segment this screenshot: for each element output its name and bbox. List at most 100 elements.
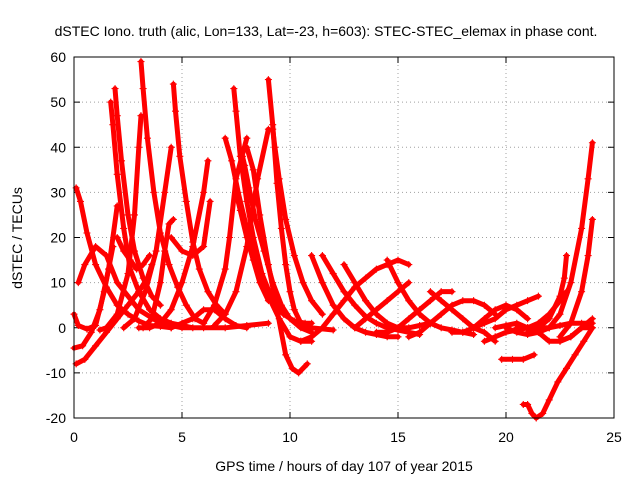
- data-point: [256, 211, 264, 219]
- chart-title: dSTEC Iono. truth (alic, Lon=133, Lat=-2…: [55, 23, 598, 39]
- data-point: [340, 297, 348, 305]
- x-tick-label: 25: [606, 429, 622, 445]
- y-tick-label: 20: [50, 230, 66, 246]
- data-series-8: [96, 112, 145, 334]
- data-point: [161, 188, 169, 196]
- data-series-11: [120, 143, 175, 332]
- data-point: [351, 301, 359, 309]
- data-point: [210, 301, 218, 309]
- series-line: [373, 289, 455, 335]
- data-point: [578, 288, 586, 296]
- y-tick-label: 50: [50, 94, 66, 110]
- data-point: [470, 297, 478, 305]
- data-point: [459, 297, 467, 305]
- data-point: [545, 315, 553, 323]
- data-point: [362, 328, 370, 336]
- data-point: [491, 306, 499, 314]
- data-point: [340, 315, 348, 323]
- data-point: [394, 333, 402, 341]
- series-line: [121, 144, 174, 331]
- data-point: [236, 206, 244, 214]
- data-point: [221, 134, 229, 142]
- data-point: [372, 328, 380, 336]
- data-point: [351, 279, 359, 287]
- data-point: [243, 134, 251, 142]
- data-series-43: [524, 252, 570, 336]
- data-point: [113, 112, 121, 120]
- data-point: [588, 139, 596, 147]
- data-point: [146, 324, 154, 332]
- data-series-17: [210, 125, 272, 329]
- data-point: [580, 337, 588, 345]
- data-point: [124, 310, 132, 318]
- data-point: [528, 409, 536, 417]
- data-point: [588, 315, 596, 323]
- data-point: [277, 224, 285, 232]
- data-point: [545, 396, 553, 404]
- data-point: [286, 288, 294, 296]
- data-point: [308, 252, 316, 260]
- data-point: [200, 188, 208, 196]
- x-tick-label: 20: [498, 429, 514, 445]
- data-point: [405, 297, 413, 305]
- data-point: [567, 319, 575, 327]
- data-point: [303, 360, 311, 368]
- data-point: [210, 321, 218, 329]
- data-point: [524, 400, 532, 408]
- series-line: [136, 158, 211, 331]
- data-point: [221, 310, 229, 318]
- data-point: [372, 319, 380, 327]
- series-line: [319, 253, 423, 337]
- data-point: [273, 306, 281, 314]
- data-point: [308, 297, 316, 305]
- data-point: [156, 319, 164, 327]
- data-point: [118, 157, 126, 165]
- data-point: [124, 301, 132, 309]
- data-point: [148, 292, 156, 300]
- data-point: [437, 324, 445, 332]
- data-point: [200, 306, 208, 314]
- data-point: [508, 355, 516, 363]
- x-tick-labels: 0 5 10 15 20 25: [70, 429, 622, 445]
- data-series-34: [426, 288, 499, 345]
- data-point: [502, 321, 510, 329]
- data-series-25: [200, 134, 251, 327]
- data-point: [556, 337, 564, 345]
- y-tick-label: 40: [50, 139, 66, 155]
- data-point: [189, 252, 197, 260]
- data-point: [113, 234, 121, 241]
- data-point: [491, 324, 499, 332]
- data-point: [143, 134, 151, 142]
- data-point: [584, 175, 592, 183]
- data-series-32: [372, 288, 456, 336]
- x-tick-label: 15: [390, 429, 406, 445]
- y-tick-label: 10: [50, 275, 66, 291]
- data-point: [437, 310, 445, 318]
- data-point: [588, 215, 596, 223]
- data-point: [437, 288, 445, 296]
- series-line: [341, 262, 433, 331]
- series-line: [201, 135, 250, 326]
- grid: [74, 57, 614, 418]
- data-point: [243, 197, 251, 205]
- y-tick-label: 30: [50, 184, 66, 200]
- data-point: [584, 252, 592, 260]
- y-tick-label: -10: [46, 365, 66, 381]
- data-point: [318, 310, 326, 318]
- series-line: [114, 235, 153, 272]
- data-series-21: [243, 143, 311, 377]
- data-point: [126, 256, 134, 264]
- data-point: [167, 306, 175, 314]
- y-tick-label: 60: [50, 49, 66, 65]
- data-point: [556, 292, 564, 300]
- data-point: [394, 279, 402, 287]
- series-line: [140, 216, 176, 331]
- plot-frame: [73, 56, 615, 419]
- data-series-44: [556, 215, 596, 341]
- data-point: [182, 301, 190, 309]
- data-point: [567, 333, 575, 341]
- data-point: [124, 270, 132, 278]
- data-point: [470, 324, 478, 332]
- data-point: [286, 333, 294, 341]
- data-point: [133, 265, 141, 273]
